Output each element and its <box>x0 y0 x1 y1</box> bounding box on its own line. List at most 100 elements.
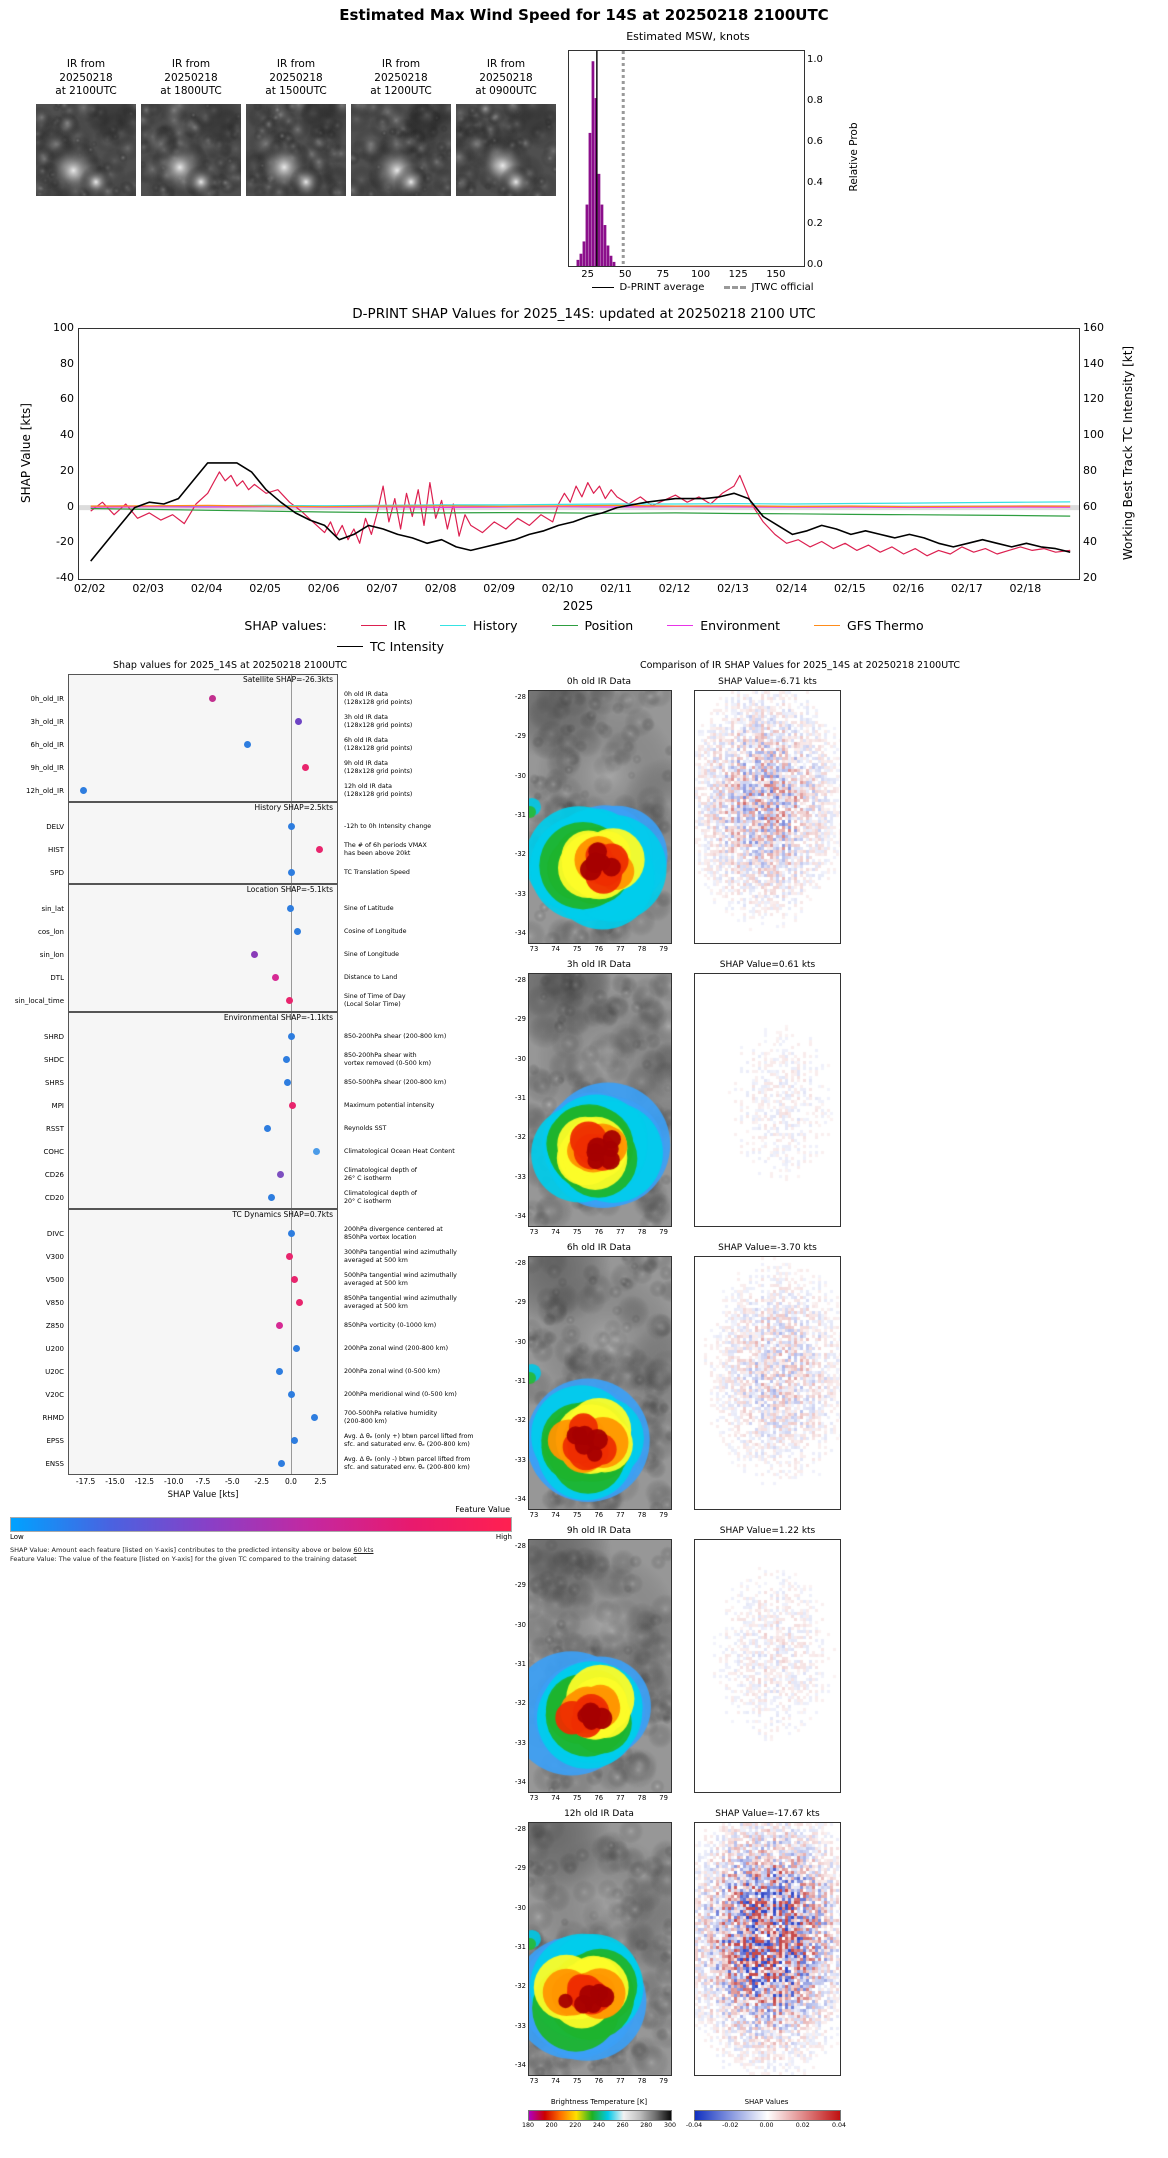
timeseries-right-tick-label: 60 <box>1083 499 1097 513</box>
feature-description: Climatological Ocean Heat Content <box>344 1147 455 1155</box>
shap-dot <box>313 1148 321 1155</box>
ir-map-y-tick-label: -33 <box>514 1738 526 1747</box>
timeseries-left-tick-label: 100 <box>53 321 74 334</box>
ir-map-y-tick-label: -29 <box>514 1015 526 1024</box>
feature-colorbar-high-label: High <box>495 1533 512 1541</box>
feature-label: 0h_old_IR <box>30 694 65 703</box>
timeseries-legend-row2: TC Intensity <box>337 639 444 654</box>
bt-colorbar-ticks: 180 200 220 240 260 280 300 <box>520 2122 850 2132</box>
ir-map-y-tick-label: -33 <box>514 2021 526 2030</box>
ir-panel-title: 3h old IR Data <box>566 960 632 970</box>
ir-map-frame <box>528 1256 672 1510</box>
ir-map-y-tick-label: -32 <box>514 1699 526 1708</box>
shap-dot <box>277 1171 284 1178</box>
shap-dot <box>287 1033 295 1040</box>
shap-map-frame <box>694 973 841 1227</box>
feature-description: 0h old IR data (128x128 grid points) <box>344 690 413 706</box>
ir-thumbnail-label: IR from 20250218 at 2100UTC <box>55 58 117 98</box>
timeseries-x-tick-label: 02/02 <box>73 582 106 595</box>
shap-dot <box>287 1230 295 1237</box>
shap-dot <box>284 1079 291 1086</box>
feature-plot-x-tick-label: -17.5 <box>75 1477 96 1486</box>
ir-map-x-tick-label: 79 <box>659 1228 668 1236</box>
feature-group-box <box>68 1012 338 1209</box>
ir-thumbnail-label: IR from 20250218 at 0900UTC <box>475 58 537 98</box>
ir-map-x-tick-label: 75 <box>572 1794 582 1802</box>
feature-description: The # of 6h periods VMAX has been above … <box>344 841 427 857</box>
ir-map-y-tick-label: -32 <box>514 850 526 859</box>
feature-label: V500 <box>45 1275 64 1284</box>
legend-line-swatch <box>337 646 363 647</box>
shap-panel-title: SHAP Value=1.22 kts <box>719 1526 816 1536</box>
histogram-y-tick-label: 1.0 <box>807 54 823 66</box>
ir-map-y-tick-label: -33 <box>514 1455 526 1464</box>
timeseries-x-tick-label: 02/11 <box>600 582 632 595</box>
timeseries-right-tick-label: 80 <box>1083 463 1097 477</box>
shap-dot <box>80 787 88 794</box>
shap-heatmap-image <box>695 691 840 943</box>
feature-plot-xlabel: SHAP Value [kts] <box>167 1490 239 1500</box>
feature-description: Sine of Time of Day (Local Solar Time) <box>344 992 406 1008</box>
ir-map-y-tick-label: -28 <box>514 976 526 984</box>
shap-colorbar-tick-label: 0.02 <box>795 2122 810 2129</box>
feature-label: DTL <box>50 973 64 982</box>
feature-group: Location SHAP=-5.1kts sin_lat Sine of Lati… <box>8 884 514 1012</box>
histogram-legend: D-PRINT average JTWC official <box>558 282 848 293</box>
shap-dot <box>301 764 309 771</box>
ir-map-y-tick-label: -28 <box>514 1825 526 1833</box>
histogram-y-tick-label: 0.8 <box>807 95 823 107</box>
legend-line-swatch <box>551 625 578 626</box>
ir-map-x-tick-label: 73 <box>529 1794 539 1802</box>
shap-dot <box>291 1276 299 1283</box>
ir-thumbnail: IR from 20250218 at 0900UTC <box>456 58 556 196</box>
feature-description: 200hPa divergence centered at 850hPa vor… <box>344 1225 443 1241</box>
timeseries-right-tick-label: 40 <box>1083 535 1097 549</box>
ir-map-y-tick-label: -33 <box>514 1172 526 1181</box>
ir-map-x-tick-label: 74 <box>551 1228 560 1236</box>
timeseries-x-tick-label: 02/18 <box>1009 582 1042 595</box>
legend-label: History <box>473 618 518 633</box>
jtwc-official-dash-swatch <box>724 286 747 289</box>
shap-colorbar-tick-label: 0.04 <box>831 2122 847 2129</box>
bt-colorbar-tick-label: 220 <box>569 2122 582 2129</box>
ir-shap-row: 12h old IR Data -28 -29 -30 -31 -32 -33 -34 73 74… <box>515 1809 1168 2092</box>
ir-map-y-tick-label: -30 <box>514 1620 526 1629</box>
ir-map-y-tick-label: -32 <box>514 1416 526 1425</box>
feature-label: sin_lon <box>39 950 64 959</box>
shap-dot <box>264 1125 272 1132</box>
feature-plot-x-tick-label: 2.5 <box>314 1477 327 1486</box>
feature-description: Avg. Δ θₑ (only +) btwn parcel lifted fr… <box>344 1432 474 1448</box>
shap-dot <box>272 974 280 981</box>
footnote-feature-value: Feature Value: The value of the feature … <box>10 1555 357 1563</box>
ir-map-y-tick-label: -34 <box>514 1777 526 1786</box>
shap-dot <box>294 928 301 935</box>
ir-thumbnails-row: IR from 20250218 at 2100UTC IR from 20250… <box>36 58 556 196</box>
zero-line <box>291 885 292 1011</box>
shap-dot <box>251 951 259 958</box>
ir-thumbnail-label: IR from 20250218 at 1200UTC <box>370 58 432 98</box>
shap-dot <box>311 1414 318 1421</box>
ir-map-image <box>529 1540 671 1792</box>
feature-colorbar-title: Feature Value <box>455 1505 510 1514</box>
ir-map-x-tick-label: 73 <box>529 945 539 953</box>
ir-satellite-image <box>36 104 136 196</box>
feature-label: V20C <box>45 1390 64 1399</box>
feature-group-box <box>68 884 338 1012</box>
feature-label: DIVC <box>46 1229 64 1238</box>
timeseries-xlabel: 2025 <box>562 599 594 613</box>
feature-plot-x-tick-label: -7.5 <box>195 1477 211 1486</box>
ir-map-x-tick-label: 75 <box>572 945 582 953</box>
shap-dot <box>275 1322 283 1329</box>
feature-label: HIST <box>47 845 64 854</box>
ir-panel-title: 0h old IR Data <box>566 677 632 687</box>
ir-map-x-tick-label: 74 <box>551 1794 560 1802</box>
shap-dot <box>286 997 294 1004</box>
feature-description: 850-500hPa shear (200-800 km) <box>344 1078 447 1086</box>
shap-dot <box>208 695 216 702</box>
feature-label: SHRD <box>44 1032 64 1041</box>
feature-plot-x-tick-label: 0.0 <box>285 1477 297 1486</box>
shap-dot <box>295 1299 303 1306</box>
timeseries-right-tick-label: 160 <box>1083 321 1104 334</box>
ir-satellite-image <box>456 104 556 196</box>
timeseries-plot-area <box>78 328 1080 580</box>
